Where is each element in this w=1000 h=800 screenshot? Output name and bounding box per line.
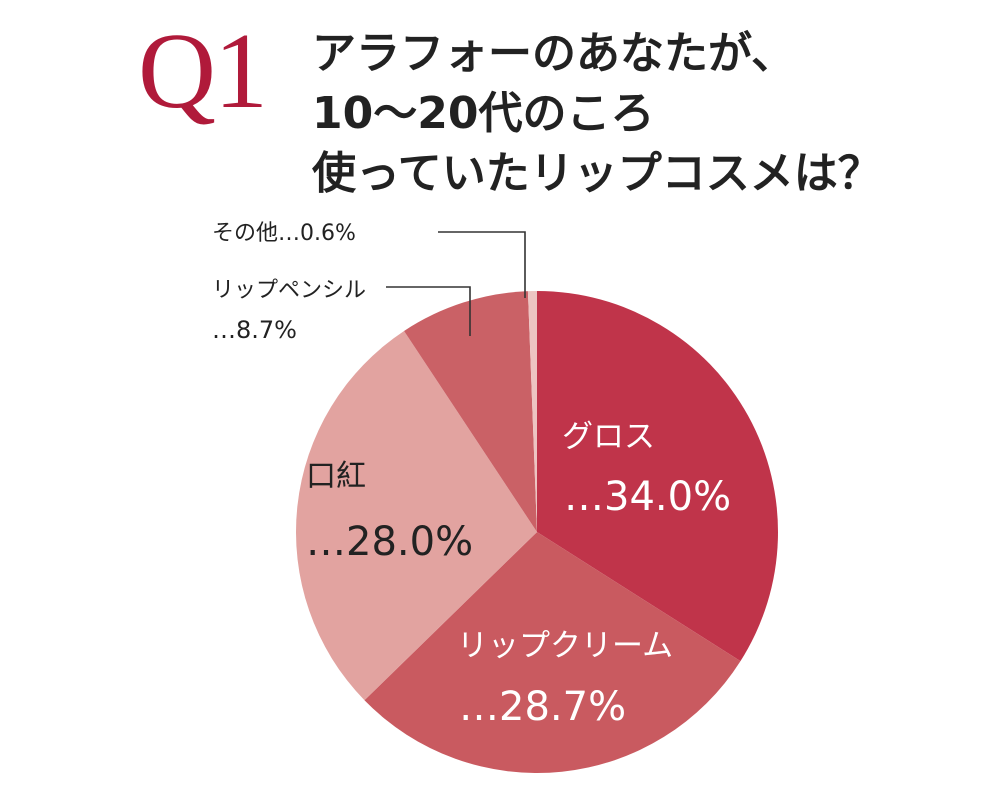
slice-label-lipstick: 口紅 [306, 459, 366, 494]
pie-slice-lipstick [295, 330, 537, 701]
slice-value-gloss: …34.0% [564, 474, 731, 520]
slice-value-lip-cream: …28.7% [459, 684, 626, 730]
question-line: 10〜20代のころ [312, 88, 655, 139]
question-line: 使っていたリップコスメは？ [312, 148, 882, 199]
question-line: アラフォーのあなたが、 [312, 28, 796, 79]
slice-label-lip-pencil: リップペンシル [212, 278, 366, 303]
slice-label-lip-cream: リップクリーム [457, 628, 673, 664]
slice-value-other: …0.6% [278, 221, 356, 246]
pie-slice-gloss [537, 291, 778, 662]
leader-line-lip-pencil [386, 286, 471, 336]
pie-slice-other [527, 291, 537, 532]
question-number: Q1 [138, 12, 268, 131]
slice-value-lipstick: …28.0% [306, 519, 473, 565]
slice-value-lip-pencil: …8.7% [212, 316, 297, 344]
pie-slice-lip-pencil [404, 291, 537, 532]
question-title: アラフォーのあなたが、 10〜20代のころ 使っていたリップコスメは？ [312, 24, 882, 204]
slice-label-other: その他 [212, 221, 278, 246]
leader-line-other [438, 231, 526, 298]
label-other: その他…0.6% [212, 221, 356, 246]
pie-slice-lip-cream [364, 532, 741, 773]
slice-label-gloss: グロス [562, 419, 655, 455]
